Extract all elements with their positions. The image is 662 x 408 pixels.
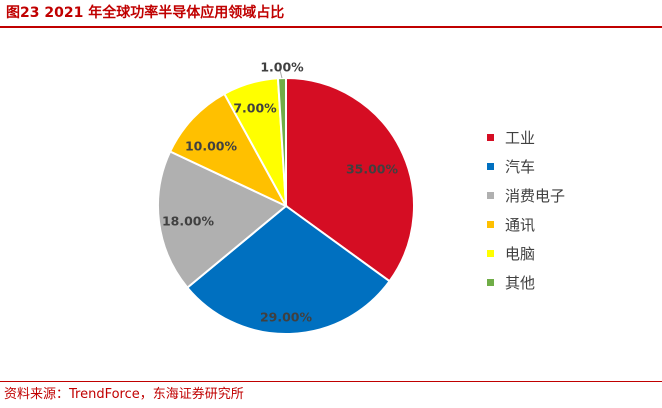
pie-slice-consumer-electronics (157, 150, 288, 289)
legend-swatch (487, 134, 494, 141)
legend-item-other: 其他 (487, 268, 565, 297)
pie-slice-other (276, 76, 287, 207)
data-label-automotive: 29.00% (260, 310, 313, 325)
legend-swatch (487, 279, 494, 286)
legend-label: 电脑 (505, 245, 536, 263)
pie-slice-telecom (168, 92, 289, 209)
legend-swatch (487, 163, 494, 170)
chart-legend: 工业汽车消费电子通讯电脑其他 (487, 123, 565, 297)
data-label-consumer-electronics: 18.00% (162, 214, 215, 229)
legend-label: 其他 (505, 274, 536, 292)
data-label-industrial: 35.00% (346, 162, 399, 177)
pie-chart: 35.00% 29.00% 18.00% 10.00% 7.00% 1.00% 工业汽车消… (0, 30, 662, 376)
chart-title: 图23 2021 年全球功率半导体应用领域占比 (6, 5, 285, 21)
source-note: 资料来源：TrendForce，东海证券研究所 (4, 387, 244, 402)
footer-divider (0, 381, 662, 382)
legend-swatch (487, 250, 494, 257)
title-divider (0, 26, 662, 28)
legend-label: 消费电子 (505, 187, 566, 205)
data-label-other: 1.00% (260, 60, 304, 75)
legend-item-industrial: 工业 (487, 123, 565, 152)
legend-item-computer: 电脑 (487, 239, 565, 268)
legend-swatch (487, 221, 494, 228)
pie-chart-canvas: 35.00% 29.00% 18.00% 10.00% 7.00% 1.00% (157, 60, 415, 335)
legend-label: 汽车 (505, 158, 536, 176)
leader-line-other (279, 69, 283, 79)
legend-label: 工业 (505, 129, 536, 147)
legend-item-consumer-electronics: 消费电子 (487, 181, 565, 210)
pie-slice-automotive (185, 204, 391, 335)
legend-item-telecom: 通讯 (487, 210, 565, 239)
data-label-computer: 7.00% (233, 101, 277, 116)
legend-label: 通讯 (505, 216, 536, 234)
data-label-telecom: 10.00% (185, 139, 238, 154)
pie-slice-industrial (285, 76, 415, 283)
legend-item-automotive: 汽车 (487, 152, 565, 181)
legend-swatch (487, 192, 494, 199)
